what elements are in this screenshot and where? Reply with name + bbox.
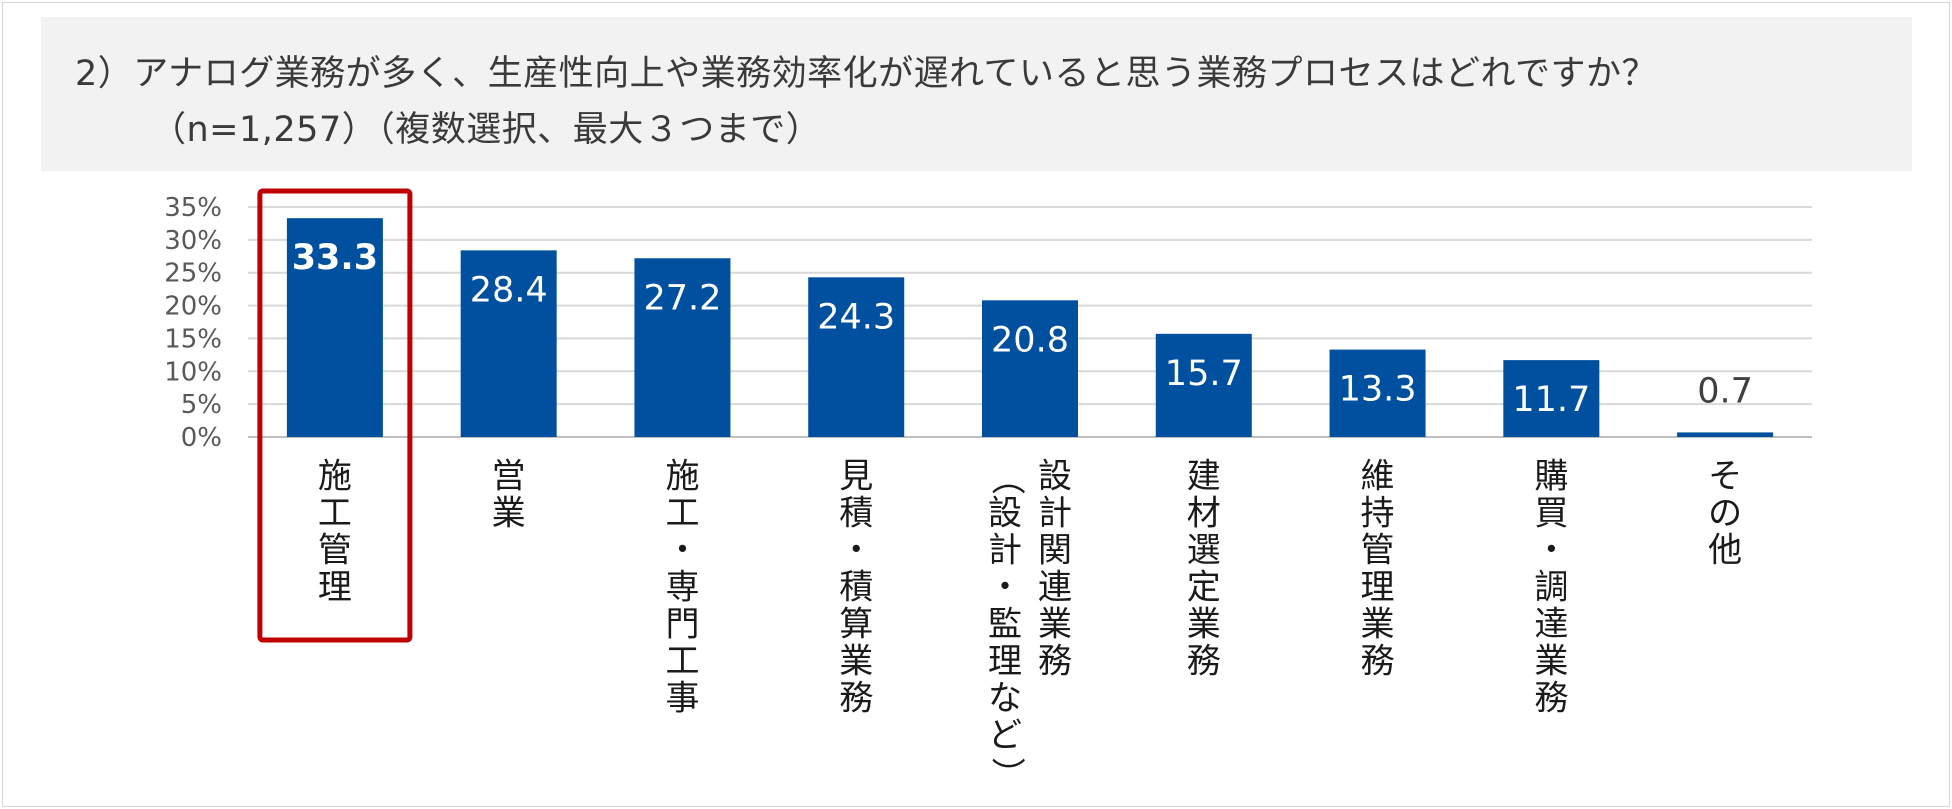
category-label-char: 設 — [988, 494, 1022, 534]
category-label-char: 定 — [1187, 568, 1221, 608]
category-label-char: 積 — [839, 494, 873, 534]
category-label-char: ） — [987, 757, 1027, 791]
y-tick-label: 5% — [181, 390, 222, 420]
category-label-char: 業 — [1361, 605, 1395, 645]
category-label-char: 工 — [665, 494, 699, 534]
category-label-char: 設 — [1038, 457, 1072, 497]
y-tick-label: 25% — [164, 259, 222, 289]
category-label-char: の — [1708, 494, 1742, 534]
category-label-char: 材 — [1187, 494, 1221, 534]
bar — [982, 300, 1078, 437]
bar — [460, 250, 557, 437]
category-label-char: 連 — [1038, 568, 1072, 608]
category-label-char: 門 — [665, 605, 699, 645]
category-label-char: ・ — [988, 568, 1022, 608]
category-label-char: 業 — [1187, 605, 1221, 645]
chart-title: 2）アナログ業務が多く、生産性向上や業務効率化が遅れていると思う業務プロセスはど… — [75, 54, 1657, 94]
bar — [634, 258, 731, 437]
category-label-char: 見 — [839, 457, 873, 497]
category-label-char: 達 — [1534, 605, 1568, 645]
data-label: 13.3 — [1339, 370, 1417, 410]
data-label: 15.7 — [1165, 354, 1243, 394]
data-label: 20.8 — [991, 320, 1069, 360]
category-label-char: 計 — [1038, 494, 1072, 534]
category-label-char: 購 — [1534, 457, 1568, 497]
data-label: 33.3 — [292, 238, 378, 278]
y-tick-label: 15% — [164, 324, 222, 354]
category-label-char: 理 — [318, 568, 352, 608]
category-label-char: 務 — [1038, 642, 1072, 682]
y-tick-label: 30% — [164, 226, 222, 256]
category-label-char: 算 — [839, 605, 873, 645]
category-label-char: 選 — [1187, 531, 1221, 571]
y-tick-label: 0% — [181, 423, 222, 453]
bar — [808, 277, 905, 437]
category-label-char: 務 — [1187, 642, 1221, 682]
category-label-char: 監 — [988, 605, 1022, 645]
category-label-char: 務 — [839, 679, 873, 719]
category-label-char: ど — [988, 716, 1022, 756]
data-label: 11.7 — [1512, 380, 1590, 420]
category-label-char: 計 — [988, 531, 1022, 571]
category-label-char: 務 — [1361, 642, 1395, 682]
category-label-char: 理 — [988, 642, 1022, 682]
category-label-char: 事 — [665, 679, 699, 719]
y-tick-label: 10% — [164, 357, 222, 387]
category-label-char: 施 — [665, 457, 699, 497]
category-label-char: 維 — [1361, 457, 1395, 497]
highlight-frame — [257, 188, 413, 643]
category-label-char: 専 — [665, 568, 699, 608]
category-label-char: 理 — [1361, 568, 1395, 608]
category-label-char: 業 — [1038, 605, 1072, 645]
category-label-char: 他 — [1708, 531, 1742, 571]
data-label: 0.7 — [1697, 371, 1753, 411]
category-label-char: 積 — [839, 568, 873, 608]
bar — [1155, 333, 1252, 437]
category-label-char: 業 — [1534, 642, 1568, 682]
data-label: 28.4 — [470, 270, 548, 310]
bar — [1503, 360, 1600, 437]
category-label-char: 営 — [492, 457, 526, 497]
category-label-char: ・ — [839, 531, 873, 571]
y-tick-label: 20% — [164, 292, 222, 322]
category-label-char: 務 — [1534, 679, 1568, 719]
y-tick-label: 35% — [164, 193, 222, 223]
bar — [1329, 349, 1426, 437]
category-label-char: そ — [1708, 457, 1742, 497]
category-label-char: 施 — [318, 457, 352, 497]
category-label-char: 調 — [1534, 568, 1568, 608]
category-label-char: 工 — [665, 642, 699, 682]
category-label-char: 買 — [1534, 494, 1568, 534]
data-label: 27.2 — [643, 278, 721, 318]
category-label-char: （ — [987, 461, 1027, 495]
category-label-char: 管 — [318, 531, 352, 571]
category-label-char: 管 — [1361, 531, 1395, 571]
category-label-char: な — [988, 679, 1022, 719]
category-label-char: 工 — [318, 494, 352, 534]
data-label: 24.3 — [817, 297, 895, 337]
bar — [1677, 432, 1774, 437]
chart-subtitle: （n=1,257）（複数選択、最大３つまで） — [151, 110, 822, 150]
category-label-char: ・ — [665, 531, 699, 571]
category-label-char: 業 — [492, 494, 526, 534]
category-label-char: 関 — [1038, 531, 1072, 571]
category-label-char: 持 — [1361, 494, 1395, 534]
category-label-char: 建 — [1187, 457, 1221, 497]
bar — [286, 218, 383, 437]
title-banner: 2）アナログ業務が多く、生産性向上や業務効率化が遅れていると思う業務プロセスはど… — [41, 17, 1912, 171]
category-label-char: 業 — [839, 642, 873, 682]
category-label-char: ・ — [1534, 531, 1568, 571]
